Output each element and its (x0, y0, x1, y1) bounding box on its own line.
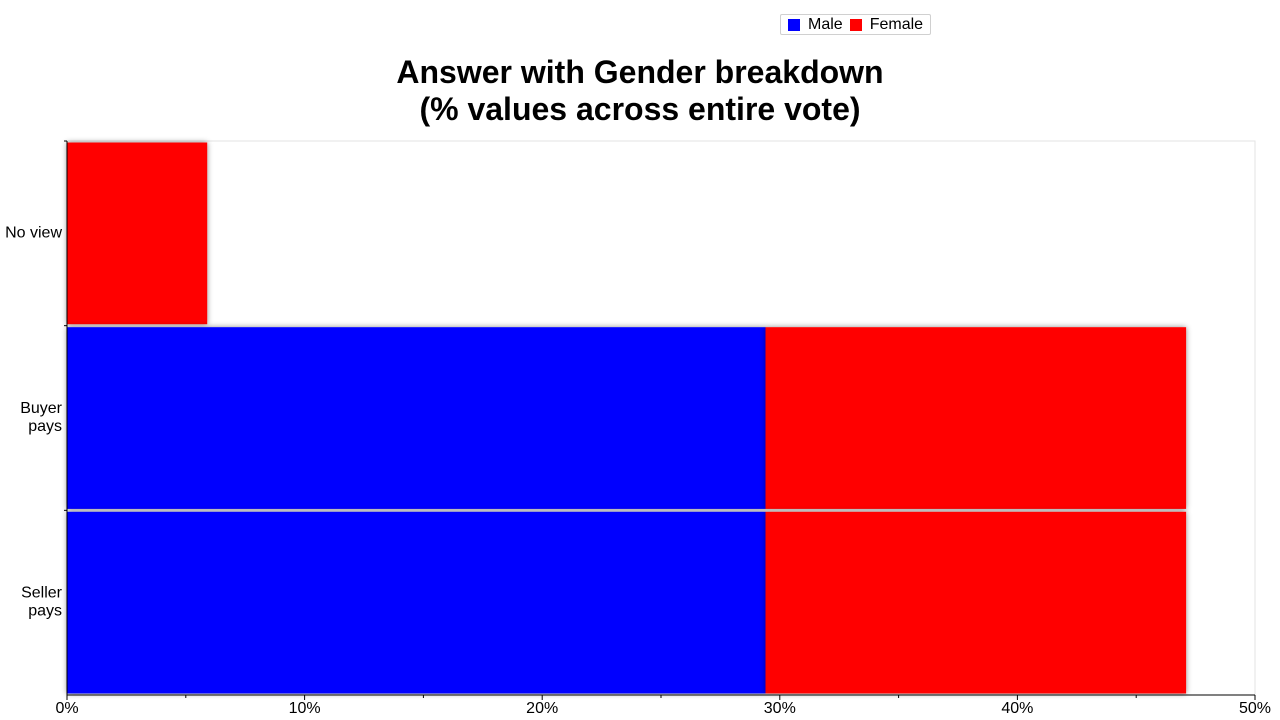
x-tick-label: 30% (764, 700, 796, 717)
bar-no-view-female[interactable] (67, 142, 208, 325)
bars (67, 142, 1187, 694)
legend-label-female: Female (869, 16, 924, 33)
legend-item-female[interactable]: Female (849, 15, 924, 34)
bar-buyer-pays-female[interactable] (765, 327, 1187, 509)
legend-swatch-female (849, 18, 862, 31)
category-label-no-view: No view (5, 225, 62, 242)
legend-swatch-male (788, 18, 800, 31)
legend: Male Female (780, 14, 932, 35)
x-tick-label: 40% (1001, 700, 1033, 717)
legend-label-male: Male (808, 16, 843, 33)
bar-buyer-pays-male[interactable] (67, 327, 766, 509)
chart-title: Answer with Gender breakdown (396, 54, 884, 90)
bar-seller-pays-male[interactable] (67, 511, 766, 694)
chart-subtitle: (% values across entire vote) (419, 91, 861, 127)
x-tick-label: 50% (1239, 700, 1271, 717)
category-label-seller-pays: Seller pays (21, 585, 63, 620)
x-tick-label: 20% (526, 700, 558, 717)
axes: No view Buyer pays Seller pays 0% 10% 20% 30% 40%… (5, 140, 1271, 717)
x-tick-label: 10% (289, 700, 321, 717)
x-tick-label: 0% (55, 700, 78, 717)
category-label-buyer-pays: Buyer pays (20, 400, 62, 435)
bar-seller-pays-female[interactable] (765, 511, 1187, 694)
legend-item-male[interactable]: Male (788, 15, 843, 34)
